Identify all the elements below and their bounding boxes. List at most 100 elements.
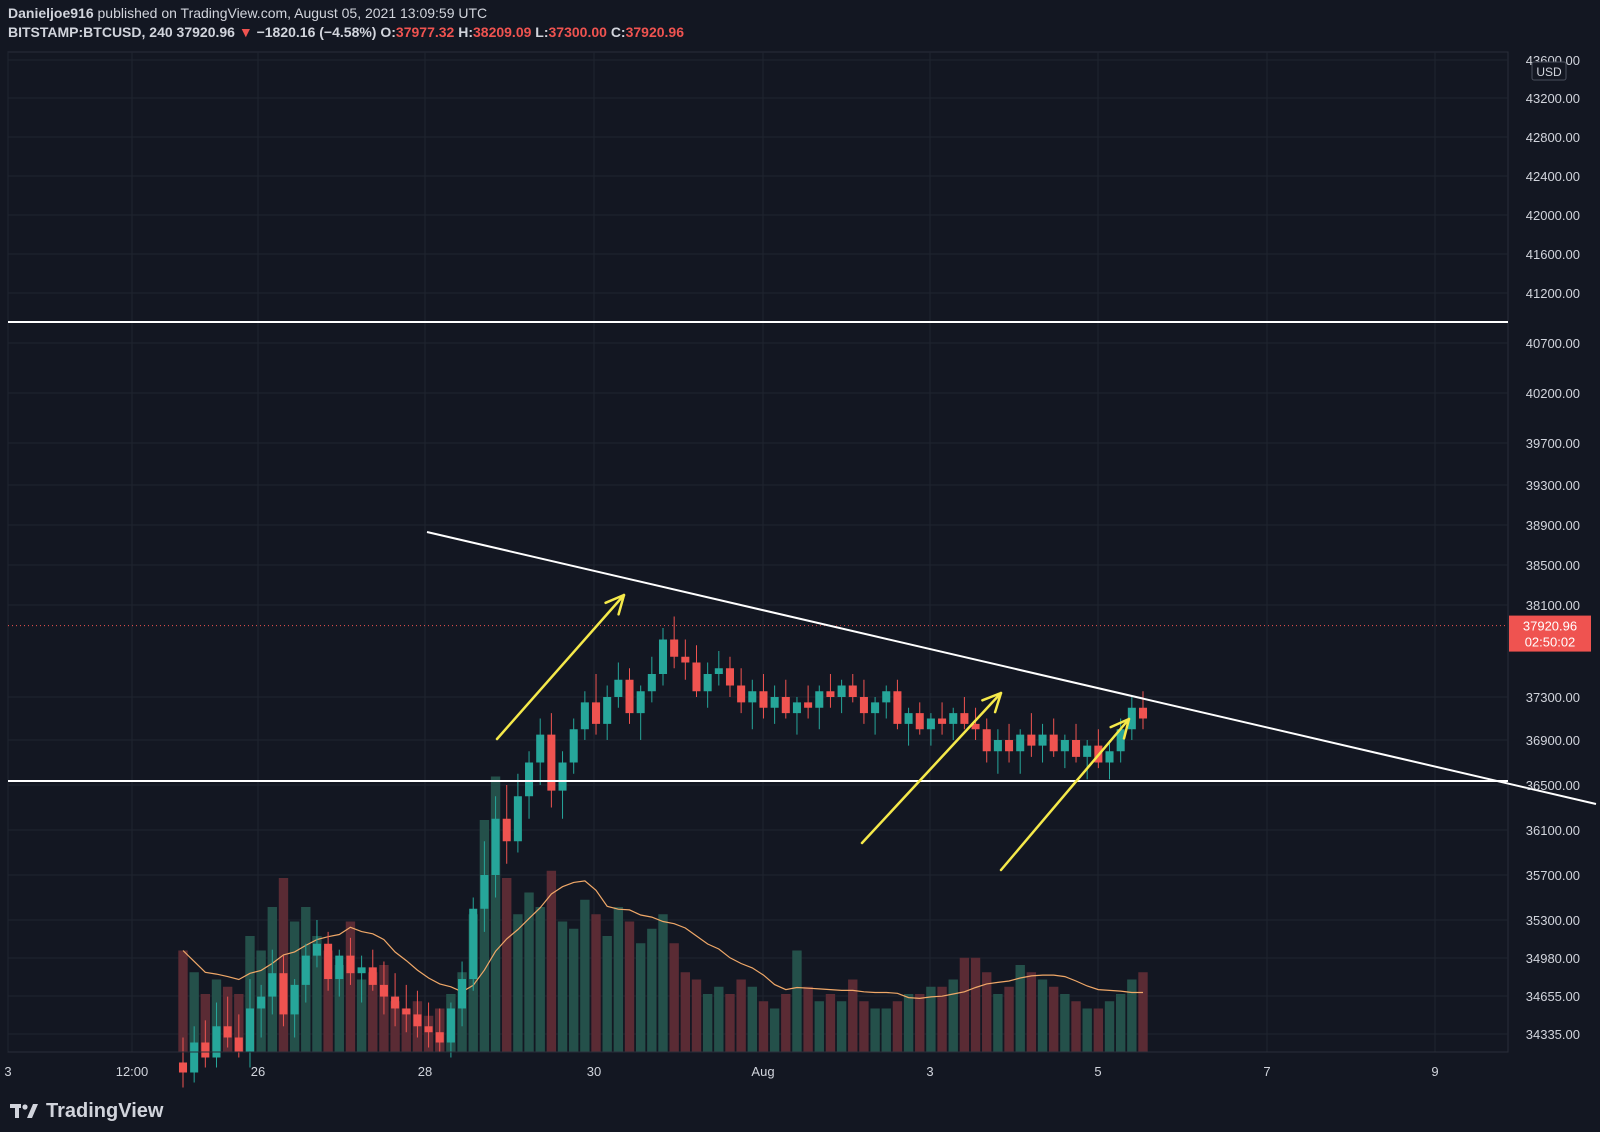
- time-tick-label: 28: [418, 1064, 432, 1079]
- volume-bar: [1093, 1008, 1104, 1052]
- ohlc-legend: BITSTAMP:BTCUSD, 240 37920.96 ▼ −1820.16…: [8, 23, 1568, 42]
- volume-bar: [524, 892, 534, 1052]
- volume-bar: [937, 986, 947, 1052]
- tradingview-wordmark: TradingView: [46, 1099, 164, 1122]
- volume-bar: [356, 979, 367, 1052]
- volume-bar: [1060, 994, 1070, 1052]
- time-axis[interactable]: 3 12:00 26 28 30 Aug 3 5 7 9: [4, 1051, 1508, 1079]
- time-tick-label: 3: [4, 1064, 11, 1079]
- symbol-label[interactable]: BITSTAMP:BTCUSD, 240: [8, 24, 173, 40]
- time-tick-label: 3: [926, 1064, 933, 1079]
- candle-body: [435, 1032, 444, 1043]
- current-price-label: 37920.96: [1523, 619, 1577, 634]
- time-tick-label: 7: [1263, 1064, 1270, 1079]
- candle-body: [993, 740, 1002, 752]
- candle-body: [346, 955, 355, 974]
- grid: [7, 51, 1509, 1053]
- volume-bar: [1037, 979, 1048, 1052]
- candle-body: [658, 639, 668, 674]
- time-tick-label: Aug: [751, 1064, 774, 1079]
- candle-body: [391, 996, 400, 1009]
- volume-bar: [334, 965, 344, 1052]
- candle-body: [368, 967, 377, 985]
- candle-body: [815, 691, 824, 708]
- candle-body: [212, 1026, 221, 1058]
- volume-bar: [546, 870, 557, 1052]
- currency-label: USD: [1536, 65, 1562, 79]
- volume-bar: [647, 928, 657, 1052]
- candle-body: [469, 908, 478, 980]
- volume-bar: [982, 972, 992, 1052]
- last-price: 37920.96: [176, 24, 235, 40]
- price-tick-label: 34655.00: [1526, 989, 1580, 1004]
- volume-bar: [312, 936, 322, 1052]
- current-price-tag: [1509, 615, 1591, 652]
- price-chart[interactable]: 43600.0043200.0042800.0042400.0042000.00…: [0, 46, 1600, 1092]
- volume-bar: [479, 820, 490, 1052]
- tradingview-logo[interactable]: TradingView: [10, 1098, 310, 1124]
- volume-bar: [970, 957, 981, 1052]
- candle-body: [871, 702, 880, 714]
- volume-bar: [624, 921, 635, 1052]
- published-text: published on TradingView.com, August 05,…: [97, 5, 488, 21]
- price-tick-label: 36100.00: [1526, 823, 1580, 838]
- candle-body: [938, 718, 947, 724]
- volume-bar: [535, 907, 545, 1052]
- tradingview-logo-icon: [10, 1104, 38, 1118]
- volume-bar: [658, 914, 668, 1052]
- candle-body: [670, 639, 679, 657]
- price-tick-label: 36500.00: [1526, 778, 1580, 793]
- candle-body: [446, 1008, 455, 1043]
- volume-bar: [993, 994, 1003, 1052]
- volume-bar: [758, 1001, 769, 1052]
- candle-body: [1083, 745, 1092, 757]
- trend-drawings[interactable]: [8, 321, 1597, 872]
- countdown-label: 02:50:02: [1525, 635, 1576, 650]
- candle-body: [458, 979, 467, 1009]
- open-value: 37977.32: [395, 24, 455, 40]
- high-value: 38209.09: [473, 24, 532, 40]
- candle-body: [491, 818, 500, 875]
- volume-bar: [825, 994, 836, 1052]
- volume-bar: [892, 1001, 903, 1052]
- candle-body: [759, 691, 768, 708]
- price-tick-label: 35700.00: [1526, 868, 1580, 883]
- candle-body: [1016, 734, 1025, 752]
- candle-body: [357, 967, 366, 974]
- volume-bar: [736, 979, 746, 1052]
- price-tick-label: 36900.00: [1526, 733, 1580, 748]
- volume-bar: [680, 972, 691, 1052]
- candle-body: [826, 691, 835, 697]
- candle-body: [268, 973, 277, 997]
- arrow-shaft: [495, 593, 626, 741]
- low-label: L:: [535, 24, 549, 40]
- candle-body: [781, 697, 790, 714]
- open-label: O:: [380, 24, 396, 40]
- price-axis[interactable]: 43600.0043200.0042800.0042400.0042000.00…: [1509, 53, 1591, 1042]
- volume-bar: [490, 776, 501, 1052]
- volume-bar: [1115, 994, 1126, 1052]
- volume-bar: [881, 1008, 891, 1052]
- candle-body: [324, 943, 333, 980]
- volume-bar: [814, 1001, 824, 1052]
- volume-bar: [591, 914, 601, 1052]
- volume-bar: [803, 986, 813, 1052]
- volume-bar: [1127, 979, 1137, 1052]
- candle-body: [748, 691, 757, 703]
- volume-bar: [502, 878, 512, 1052]
- candle-body: [1116, 729, 1125, 752]
- candle-body: [1138, 707, 1148, 719]
- arrow-shaft: [999, 717, 1131, 872]
- candle-body: [1049, 734, 1058, 752]
- author-name[interactable]: Danieljoe916: [8, 5, 94, 21]
- candle-body: [413, 1014, 422, 1027]
- volume-bar: [189, 972, 199, 1052]
- volume-moving-average: [182, 880, 1143, 1000]
- candle-body: [837, 685, 846, 697]
- candle-body: [692, 662, 701, 692]
- candle-body: [424, 1026, 433, 1033]
- candle-body: [312, 943, 321, 956]
- arrow-annotation: [495, 593, 626, 741]
- candle-body: [1027, 734, 1036, 746]
- volume-bar: [926, 986, 936, 1052]
